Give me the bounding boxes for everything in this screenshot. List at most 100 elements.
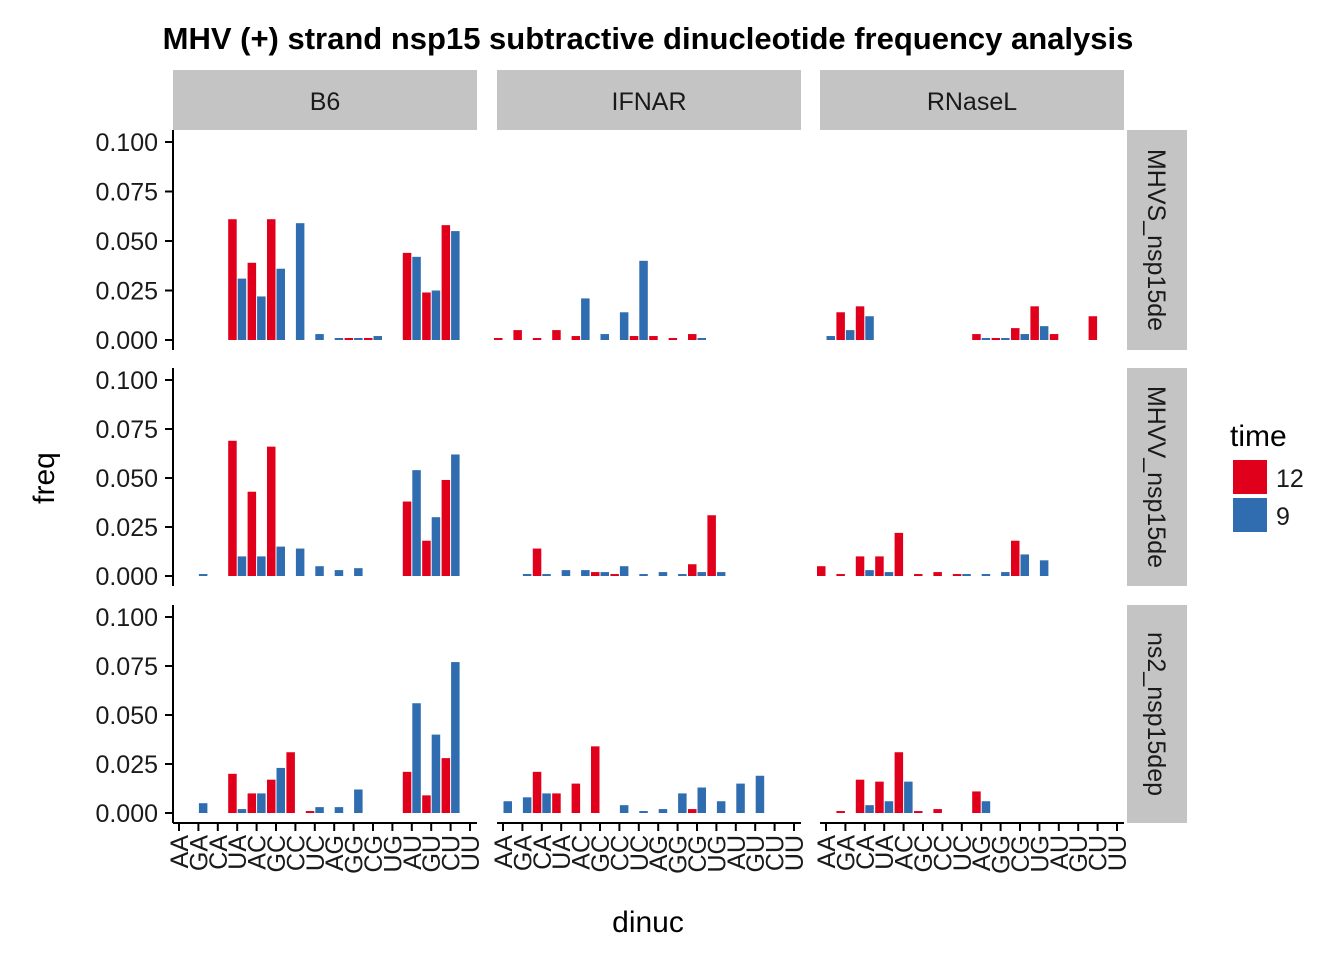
y-tick-label: 0.000 — [95, 800, 158, 828]
bar-b6-t12-GC — [267, 219, 276, 340]
bar-rnasel-t12-GG — [991, 338, 1001, 340]
x-tick-label: GA — [832, 835, 860, 871]
x-tick-label: UU — [781, 835, 809, 871]
bar-rnasel-t12-CC — [933, 809, 942, 813]
legend-key-12 — [1233, 460, 1267, 494]
bar-rnasel-t12-CU — [1088, 316, 1098, 340]
x-tick-label: UC — [302, 835, 330, 871]
bar-ifnar-t9-GA — [522, 574, 532, 576]
x-tick-label: CG — [360, 835, 388, 873]
bar-rnasel-t9-CG — [1020, 334, 1029, 340]
row-strip-label-group: MHVV_nsp15de — [1142, 386, 1170, 568]
bar-b6-t9-UA — [237, 556, 247, 576]
legend-key-9 — [1233, 498, 1267, 532]
bar-ifnar-t12-CG — [688, 564, 697, 576]
row-strip-label-group: ns2_nsp15dep — [1142, 632, 1170, 796]
bar-rnasel-t12-CA — [855, 306, 865, 340]
x-tick-label: UA — [224, 835, 252, 870]
y-axis-title: freq — [28, 452, 61, 504]
x-axis-title: dinuc — [612, 906, 684, 939]
bar-b6-t12-AC — [247, 262, 257, 340]
legend-title: time — [1230, 420, 1287, 453]
bar-ifnar-t9-AU — [736, 783, 745, 813]
bar-ifnar-t12-AC — [571, 783, 581, 813]
bar-rnasel-t9-UG — [1039, 326, 1049, 340]
bar-rnasel-t12-UA — [875, 556, 884, 576]
x-tick-label: GU — [1065, 835, 1093, 873]
bar-ifnar-t12-AC — [571, 336, 581, 340]
bar-b6-t12-AC — [247, 793, 257, 813]
bar-rnasel-t9-CG — [1020, 554, 1029, 576]
legend-label-12: 12 — [1276, 465, 1304, 493]
x-tick-label: AC — [244, 835, 272, 870]
bar-ifnar-t9-GG — [678, 793, 687, 813]
bar-b6-t9-UA — [237, 278, 247, 340]
bar-rnasel-t9-UC — [962, 574, 971, 576]
y-tick-label: 0.025 — [95, 278, 158, 306]
bar-rnasel-t12-GC — [914, 574, 923, 576]
bar-rnasel-t12-GA — [836, 312, 845, 340]
x-tick-label: UU — [457, 835, 485, 871]
bar-b6-t12-UA — [228, 440, 237, 576]
bar-b6-t9-AU — [412, 470, 421, 576]
bar-b6-t12-GC — [267, 446, 276, 576]
bar-ifnar-t12-AA — [494, 338, 503, 340]
bar-rnasel-t9-GA — [845, 330, 855, 340]
bar-b6-t9-GA — [198, 574, 208, 576]
bar-b6-t9-AC — [257, 793, 266, 813]
bar-ifnar-t12-UA — [552, 793, 561, 813]
row-strip — [1127, 368, 1187, 586]
bar-rnasel-t12-GA — [836, 574, 845, 576]
bar-ifnar-t9-GC — [600, 334, 609, 340]
y-tick-label: 0.025 — [95, 514, 158, 542]
bar-rnasel-t12-AG — [972, 791, 981, 813]
bar-rnasel-t12-GC — [914, 811, 923, 813]
bar-b6-t12-AU — [402, 501, 412, 576]
bar-rnasel-t9-AG — [981, 801, 991, 813]
bar-ifnar-t9-GG — [678, 574, 687, 576]
bar-ifnar-t9-GC — [600, 572, 609, 576]
bar-b6-t9-AG — [334, 570, 344, 576]
bar-b6-t9-GU — [431, 517, 441, 576]
x-tick-label: CU — [1085, 835, 1113, 871]
bar-ifnar-t9-CC — [619, 566, 629, 576]
bar-ifnar-t9-AG — [658, 809, 668, 813]
bar-b6-t9-AG — [334, 807, 344, 813]
bar-ifnar-t12-GA — [513, 330, 522, 340]
row-strip — [1127, 605, 1187, 823]
x-tick-label: CA — [205, 835, 233, 870]
bar-ifnar-t9-CA — [542, 574, 551, 576]
bar-b6-t9-GA — [198, 803, 208, 813]
bar-b6-t9-UA — [237, 809, 247, 813]
bar-b6-t9-CU — [451, 231, 460, 340]
bar-b6-t12-UA — [228, 219, 237, 340]
bar-b6-t9-GG — [354, 789, 363, 813]
bar-ifnar-t9-GU — [755, 775, 765, 813]
bar-ifnar-t9-AC — [581, 570, 590, 576]
legend-label-9: 9 — [1276, 503, 1290, 531]
bar-ifnar-t12-AG — [649, 336, 658, 340]
x-tick-label: CA — [529, 835, 557, 870]
bar-ifnar-t9-CC — [619, 312, 629, 340]
bar-ifnar-t9-UA — [561, 570, 571, 576]
bar-b6-t9-GC — [276, 268, 285, 340]
bar-rnasel-t12-CC — [933, 572, 942, 576]
y-tick-label: 0.050 — [95, 702, 158, 730]
bar-b6-t9-GC — [276, 546, 285, 576]
x-tick-label: GC — [587, 835, 615, 873]
x-tick-label: CG — [1007, 835, 1035, 873]
bar-b6-t12-CU — [441, 758, 451, 813]
bar-b6-t9-AC — [257, 556, 266, 576]
bar-ifnar-t9-AG — [658, 572, 668, 576]
x-tick-label: AA — [490, 835, 518, 869]
x-tick-label: CC — [282, 835, 310, 871]
x-tick-label: AG — [321, 835, 349, 871]
bar-b6-t9-UC — [315, 566, 324, 576]
bar-ifnar-t12-CG — [688, 809, 697, 813]
x-tick-label: CU — [762, 835, 790, 871]
bar-rnasel-t9-UA — [884, 801, 894, 813]
bar-rnasel-t12-UC — [952, 574, 962, 576]
row-strip-label: MHVS_nsp15de — [1142, 149, 1170, 331]
bar-rnasel-t12-AC — [894, 752, 904, 813]
